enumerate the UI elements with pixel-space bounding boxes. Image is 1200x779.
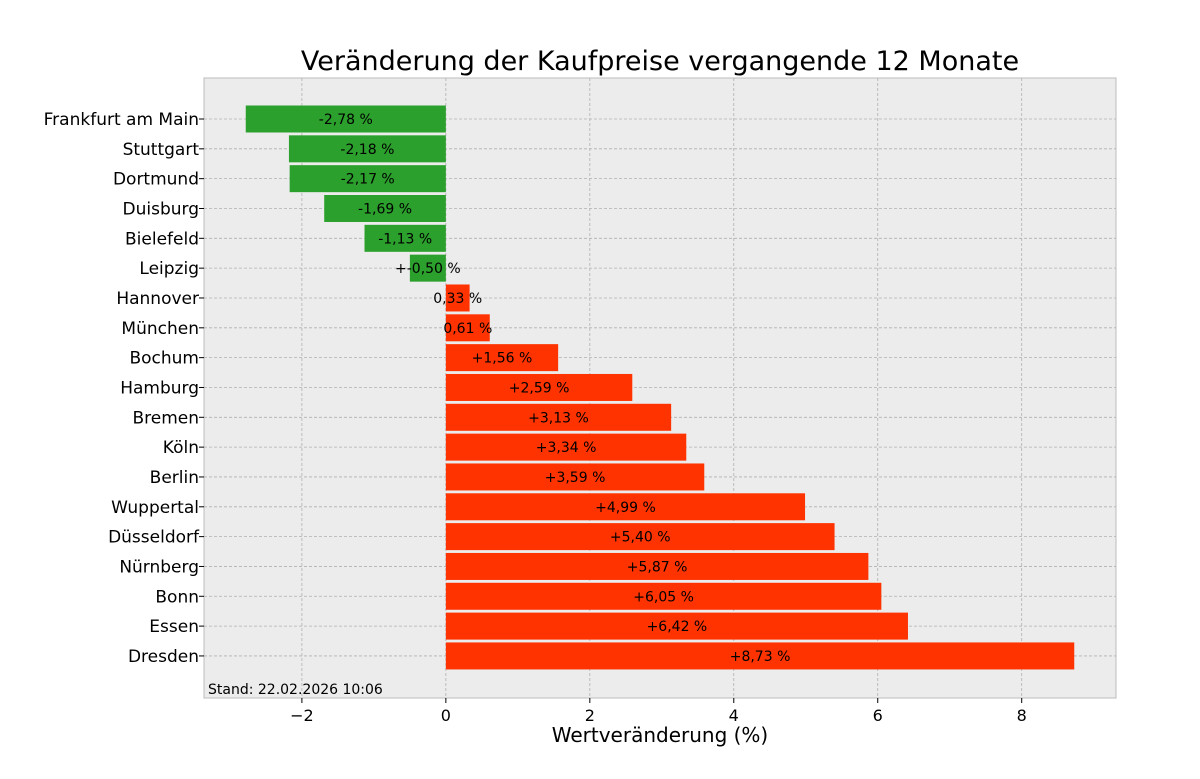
data-label: +6,42 % <box>647 619 708 635</box>
x-tick-label: −2 <box>290 706 314 725</box>
bar-bremen <box>445 403 672 431</box>
bar-münchen <box>445 314 490 342</box>
data-label: -2,17 % <box>341 172 395 188</box>
y-tick-label: Leipzig <box>139 259 199 279</box>
bar-köln <box>445 433 687 461</box>
y-tick-label: Frankfurt am Main <box>44 110 199 130</box>
y-tick-label: Köln <box>163 438 199 458</box>
data-label: +1,56 % <box>472 351 533 367</box>
bar-bochum <box>445 344 559 372</box>
bar-essen <box>445 612 908 640</box>
data-label: -2,78 % <box>319 112 373 128</box>
bar-bielefeld <box>364 224 446 252</box>
bar-hannover <box>445 284 470 312</box>
y-tick-label: Hamburg <box>120 378 199 398</box>
bar-stuttgart <box>288 135 446 163</box>
data-label: +2,59 % <box>509 380 570 396</box>
y-tick-label: Dortmund <box>113 170 199 190</box>
y-tick-label: Stuttgart <box>123 140 200 160</box>
x-tick-label: 8 <box>1017 706 1027 725</box>
data-label: -1,69 % <box>358 201 412 217</box>
y-tick-label: Essen <box>149 617 199 637</box>
data-label: +8,73 % <box>730 649 791 665</box>
bar-bonn <box>445 582 882 610</box>
y-tick-label: Bochum <box>129 349 199 369</box>
bar-hamburg <box>445 373 633 401</box>
bar-dortmund <box>289 165 446 193</box>
y-tick-label: Berlin <box>150 468 199 488</box>
data-label: +3,59 % <box>545 470 606 486</box>
bar-nürnberg <box>445 552 869 580</box>
x-tick-label: 0 <box>441 706 451 725</box>
bar-frankfurt-am-main <box>245 105 446 133</box>
y-tick-label: Duisburg <box>123 199 200 219</box>
data-label: -1,13 % <box>378 231 432 247</box>
y-tick-label: Dresden <box>128 647 199 667</box>
bar-düsseldorf <box>445 523 835 551</box>
data-label: +3,13 % <box>528 410 589 426</box>
data-label: +5,40 % <box>610 530 671 546</box>
data-label: 0,33 % <box>433 291 482 307</box>
annotation: Stand: 22.02.2026 10:06 <box>208 682 383 698</box>
x-tick-label: 4 <box>729 706 739 725</box>
data-label: 0,61 % <box>443 321 492 337</box>
bar-duisburg <box>324 194 446 222</box>
bar-leipzig <box>409 254 446 282</box>
chart-title: Veränderung der Kaufpreise vergangende 1… <box>301 46 1019 77</box>
y-tick-label: Nürnberg <box>119 557 199 577</box>
data-label: +4,99 % <box>595 500 656 516</box>
bar-wuppertal <box>445 493 806 521</box>
data-label: -2,18 % <box>340 142 394 158</box>
data-label: +5,87 % <box>627 559 688 575</box>
bar-berlin <box>445 463 705 491</box>
y-tick-label: Wuppertal <box>111 498 199 518</box>
x-tick-label: 6 <box>873 706 883 725</box>
y-tick-label: Hannover <box>116 289 199 309</box>
y-tick-label: Bremen <box>132 408 199 428</box>
x-tick-label: 2 <box>585 706 595 725</box>
data-label: +3,34 % <box>536 440 597 456</box>
y-tick-label: Bielefeld <box>125 229 199 249</box>
x-axis-label: Wertveränderung (%) <box>552 723 769 747</box>
y-tick-label: Düsseldorf <box>108 528 200 548</box>
y-tick-label: Bonn <box>155 587 199 607</box>
y-tick-label: München <box>121 319 199 339</box>
data-label: +-0,50 % <box>395 261 461 277</box>
data-label: +6,05 % <box>633 589 694 605</box>
bar-dresden <box>445 642 1075 670</box>
